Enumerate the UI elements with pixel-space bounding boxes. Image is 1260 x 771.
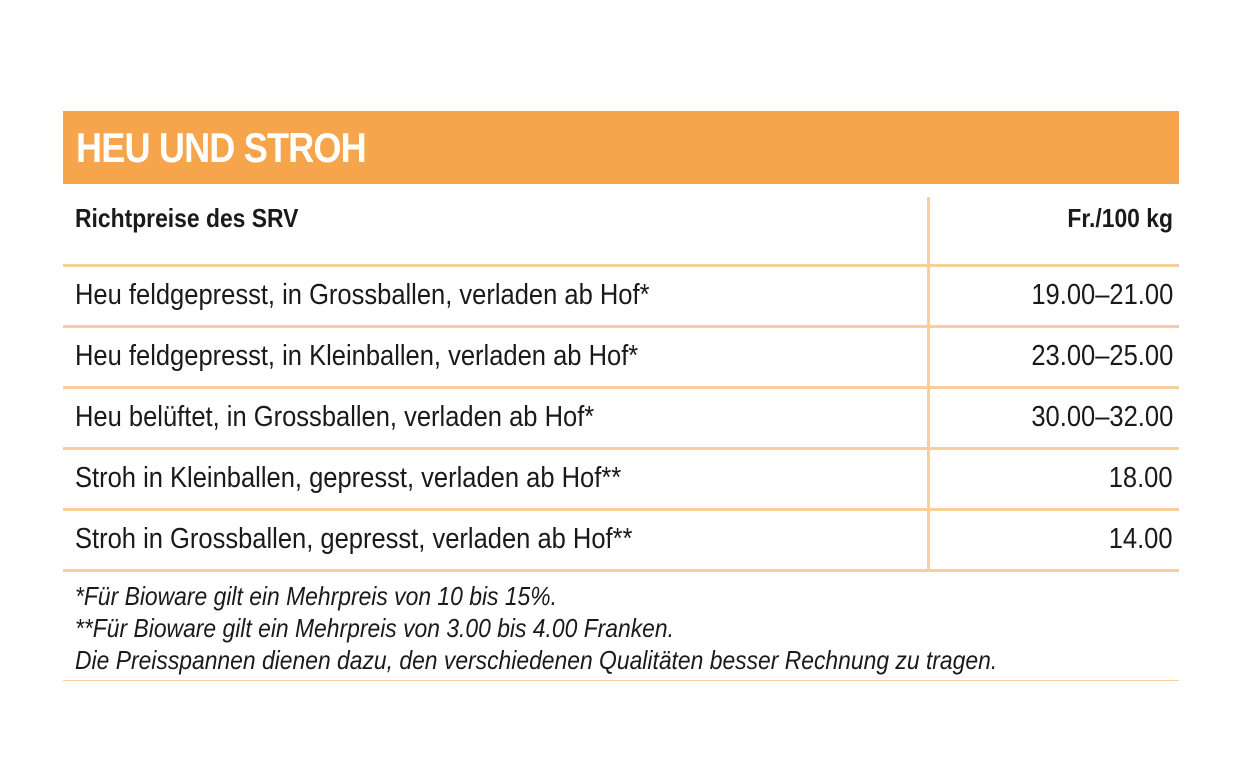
table-row: Stroh in Grossballen, gepresst, verladen… — [63, 507, 1179, 572]
footnote-price-range: Die Preisspannen dienen dazu, den versch… — [75, 644, 998, 675]
column-header-description: Richtpreise des SRV — [75, 203, 299, 233]
row-price: 23.00–25.00 — [926, 324, 1179, 387]
table-header-row: Richtpreise des SRV Fr./100 kg — [63, 197, 1179, 265]
footnotes: *Für Bioware gilt ein Mehrpreis von 10 b… — [63, 572, 1179, 681]
table-row: Heu feldgepresst, in Kleinballen, verlad… — [63, 324, 1179, 387]
row-description: Heu belüftet, in Grossballen, verladen a… — [63, 385, 928, 448]
table-row: Heu belüftet, in Grossballen, verladen a… — [63, 385, 1179, 448]
row-price: 14.00 — [926, 507, 1179, 572]
footnote-organic-hay: *Für Bioware gilt ein Mehrpreis von 10 b… — [75, 580, 557, 611]
table-row: Stroh in Kleinballen, gepresst, verladen… — [63, 446, 1179, 509]
row-description: Stroh in Kleinballen, gepresst, verladen… — [63, 446, 928, 509]
table-row: Heu feldgepresst, in Grossballen, verlad… — [63, 263, 1179, 326]
row-description: Stroh in Grossballen, gepresst, verladen… — [63, 507, 928, 572]
row-price: 30.00–32.00 — [926, 385, 1179, 448]
row-description: Heu feldgepresst, in Kleinballen, verlad… — [63, 324, 928, 387]
title-bar: HEU UND STROH — [63, 111, 1179, 184]
price-table: Richtpreise des SRV Fr./100 kg Heu feldg… — [63, 197, 1179, 572]
footnote-organic-straw: **Für Bioware gilt ein Mehrpreis von 3.0… — [75, 612, 674, 643]
row-description: Heu feldgepresst, in Grossballen, verlad… — [63, 263, 928, 326]
panel-title: HEU UND STROH — [76, 123, 367, 171]
price-panel: HEU UND STROH Richtpreise des SRV Fr./10… — [63, 111, 1179, 681]
row-price: 19.00–21.00 — [926, 263, 1179, 326]
column-header-unit: Fr./100 kg — [926, 197, 1179, 265]
row-price: 18.00 — [926, 446, 1179, 509]
